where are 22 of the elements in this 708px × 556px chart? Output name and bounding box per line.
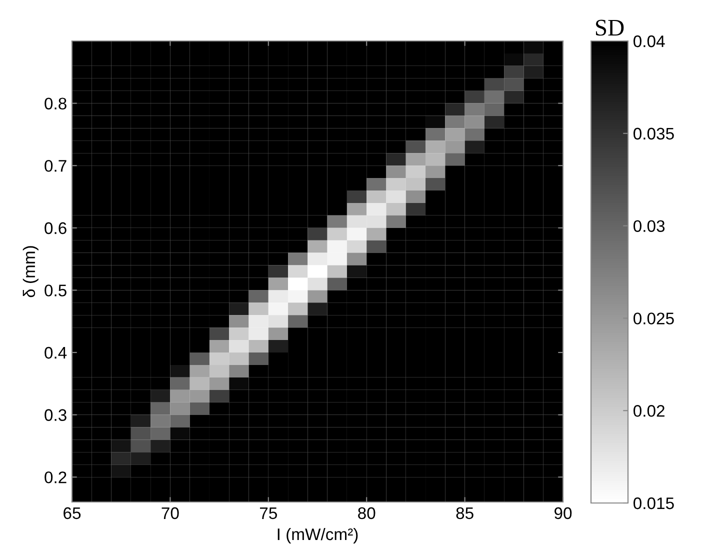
color-bar-label: 0.02: [634, 405, 664, 417]
color-bar-label: 0.015: [634, 497, 674, 510]
x-tick-label: 70: [162, 507, 179, 520]
y-tick-label: 0.6: [44, 222, 66, 234]
color-bar-title: SD: [596, 20, 624, 36]
y-tick-label: 0.2: [44, 471, 66, 484]
color-bar-label: 0.04: [634, 35, 665, 48]
y-axis-title: δ (mm): [22, 246, 38, 298]
y-tick-label: 0.3: [44, 409, 66, 421]
y-tick-label: 0.8: [44, 98, 66, 110]
color-bar-label: 0.03: [634, 220, 665, 232]
x-tick-label: 85: [456, 507, 474, 520]
x-tick-label: 80: [358, 507, 376, 520]
x-tick-label: 75: [260, 507, 277, 520]
x-axis-title: I (mW/cm²): [278, 528, 358, 544]
color-bar-label: 0.035: [634, 128, 674, 140]
y-tick-label: 0.5: [44, 284, 66, 296]
x-tick-label: 65: [64, 507, 81, 520]
y-tick-label: 0.7: [44, 160, 66, 172]
x-tick-label: 90: [554, 507, 572, 520]
y-tick-label: 0.4: [44, 346, 67, 359]
color-bar-label: 0.025: [634, 312, 674, 324]
